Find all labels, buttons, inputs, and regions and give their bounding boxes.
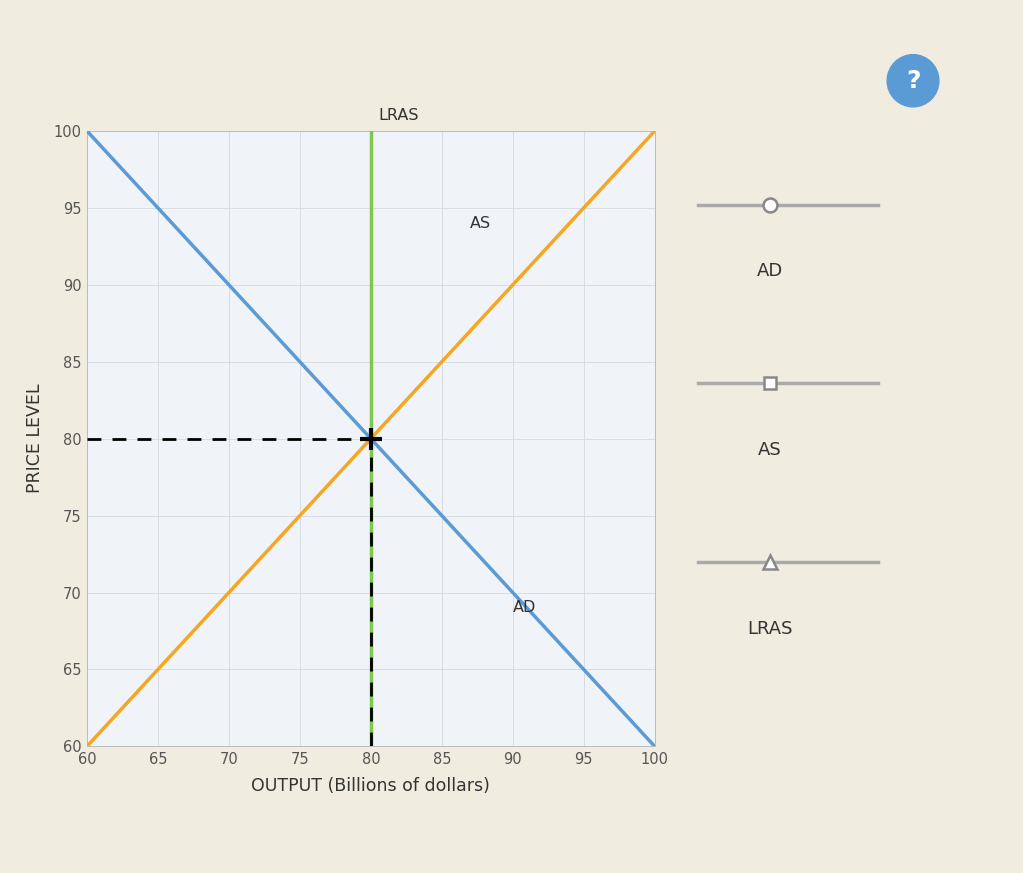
Text: AS: AS: [758, 441, 782, 459]
Text: AS: AS: [471, 216, 491, 230]
Text: LRAS: LRAS: [377, 108, 418, 123]
Text: AD: AD: [513, 601, 536, 615]
Text: LRAS: LRAS: [747, 620, 793, 637]
Text: ?: ?: [905, 69, 921, 93]
X-axis label: OUTPUT (Billions of dollars): OUTPUT (Billions of dollars): [252, 777, 490, 794]
Text: AD: AD: [757, 263, 783, 280]
Circle shape: [887, 55, 939, 107]
Y-axis label: PRICE LEVEL: PRICE LEVEL: [26, 384, 44, 493]
